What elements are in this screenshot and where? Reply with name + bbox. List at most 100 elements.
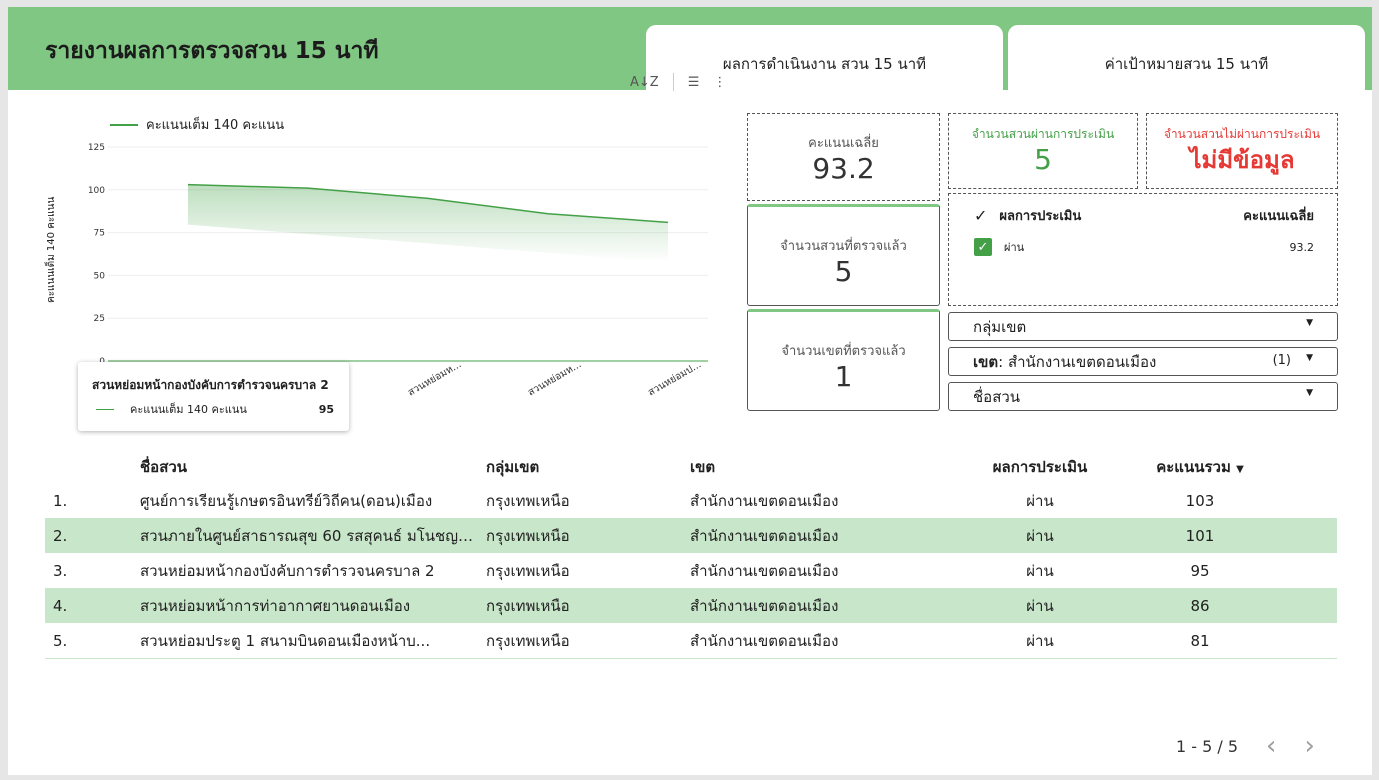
scorecard-failed-value: ไม่มีข้อมูล xyxy=(1189,146,1295,174)
scorecard-failed[interactable]: จำนวนสวนไม่ผ่านการประเมิน ไม่มีข้อมูล xyxy=(1146,113,1338,189)
filter-icon[interactable]: ☰ xyxy=(687,74,700,90)
row-result: ผ่าน xyxy=(1026,526,1054,545)
result-row-value: 93.2 xyxy=(1289,240,1315,254)
tooltip-title: สวนหย่อมหน้ากองบังคับการตำรวจนครบาล 2 xyxy=(92,378,329,392)
legend-label: คะแนนเต็ม 140 คะแนน xyxy=(146,118,285,133)
tooltip-row: คะแนนเต็ม 140 คะแนน 95 xyxy=(96,400,334,418)
result-summary-header: ✓ ผลการประเมิน คะแนนเฉลี่ย xyxy=(974,205,1314,226)
filter-district-count: (1) xyxy=(1272,353,1291,368)
col-header-score[interactable]: คะแนนรวม ▼ xyxy=(1120,455,1280,479)
scorecard-parks-label: จำนวนสวนที่ตรวจแล้ว xyxy=(780,239,907,254)
chart-legend[interactable]: คะแนนเต็ม 140 คะแนน xyxy=(110,114,284,135)
filter-district-group[interactable]: กลุ่มเขต ▼ xyxy=(948,312,1338,341)
tooltip-label: คะแนนเต็ม 140 คะแนน xyxy=(130,403,247,416)
tab-performance[interactable]: ผลการดำเนินงาน สวน 15 นาที xyxy=(646,25,1003,90)
data-point[interactable] xyxy=(666,220,670,224)
data-point[interactable] xyxy=(186,183,190,187)
table-row[interactable]: 4. สวนหย่อมหน้าการท่าอากาศยานดอนเมือง กร… xyxy=(45,588,1337,623)
row-park-name: สวนหย่อมประตู 1 สนามบินดอนเมืองหน้าบ... xyxy=(140,631,431,650)
area-chart[interactable]: 0255075100125สวนหย่อมห...สวนหย่อมห...สวน… xyxy=(68,137,728,437)
scorecard-districts-checked[interactable]: จำนวนเขตที่ตรวจแล้ว 1 xyxy=(747,309,940,411)
table-bottom-border xyxy=(45,658,1337,659)
series-line[interactable] xyxy=(187,183,669,224)
y-tick-label: 75 xyxy=(94,229,105,239)
result-summary-row[interactable]: ✓ ผ่าน 93.2 xyxy=(974,238,1314,256)
row-index: 3. xyxy=(53,561,68,580)
pagination: 1 - 5 / 5 ‹ › xyxy=(1176,731,1315,761)
scorecard-parks-checked[interactable]: จำนวนสวนที่ตรวจแล้ว 5 xyxy=(747,204,940,306)
average-col-header: คะแนนเฉลี่ย xyxy=(1243,209,1314,224)
more-vert-icon[interactable]: ⋮ xyxy=(713,74,727,90)
scorecard-districts-value: 1 xyxy=(834,360,853,393)
row-index: 2. xyxy=(53,526,68,545)
table-row[interactable]: 5. สวนหย่อมประตู 1 สนามบินดอนเมืองหน้าบ.… xyxy=(45,623,1337,658)
row-group: กรุงเทพเหนือ xyxy=(486,526,570,545)
chevron-left-icon[interactable]: ‹ xyxy=(1266,731,1277,761)
y-axis-label: คะแนนเต็ม 140 คะแนน xyxy=(46,196,57,303)
table-row[interactable]: 1. ศูนย์การเรียนรู้เกษตรอินทรีย์วิถีคน(ด… xyxy=(45,483,1337,518)
data-point[interactable] xyxy=(306,186,310,190)
filter-park-name[interactable]: ชื่อสวน ▼ xyxy=(948,382,1338,411)
row-result: ผ่าน xyxy=(1026,491,1054,510)
row-park-name: สวนหย่อมหน้าการท่าอากาศยานดอนเมือง xyxy=(140,596,411,615)
row-score: 86 xyxy=(1190,596,1210,615)
scorecard-parks-value: 5 xyxy=(834,255,853,288)
row-index: 5. xyxy=(53,631,68,650)
col-header-group[interactable]: กลุ่มเขต xyxy=(486,458,540,476)
result-col-header: ผลการประเมิน xyxy=(999,209,1082,224)
sort-az-icon[interactable]: A↓Z xyxy=(630,74,659,90)
data-point[interactable] xyxy=(546,212,550,216)
row-score: 81 xyxy=(1190,631,1210,650)
chart-toolbar: A↓Z ☰ ⋮ xyxy=(630,71,726,93)
row-index: 1. xyxy=(53,491,68,510)
row-park-name: ศูนย์การเรียนรู้เกษตรอินทรีย์วิถีคน(ดอน)… xyxy=(140,491,433,510)
sort-desc-icon: ▼ xyxy=(1236,464,1244,475)
tooltip-line-icon xyxy=(96,408,114,410)
y-tick-label: 50 xyxy=(94,271,106,281)
scorecard-districts-label: จำนวนเขตที่ตรวจแล้ว xyxy=(781,344,906,359)
chevron-right-icon[interactable]: › xyxy=(1304,731,1315,761)
x-tick-label: สวนหย่อมห... xyxy=(526,359,583,398)
row-district: สำนักงานเขตดอนเมือง xyxy=(690,596,839,615)
col-header-park-name[interactable]: ชื่อสวน xyxy=(140,458,188,476)
row-park-name: สวนหย่อมหน้ากองบังคับการตำรวจนครบาล 2 xyxy=(140,561,435,580)
y-tick-label: 25 xyxy=(94,314,105,324)
toolbar-divider xyxy=(672,73,674,91)
table-row[interactable]: 3. สวนหย่อมหน้ากองบังคับการตำรวจนครบาล 2… xyxy=(45,553,1337,588)
pagination-label: 1 - 5 / 5 xyxy=(1176,736,1239,756)
row-score: 95 xyxy=(1190,561,1210,580)
row-score: 101 xyxy=(1185,526,1215,545)
row-group: กรุงเทพเหนือ xyxy=(486,561,570,580)
check-all-icon[interactable]: ✓ xyxy=(974,206,988,225)
chevron-down-icon: ▼ xyxy=(1306,318,1313,328)
scorecard-average-label: คะแนนเฉลี่ย xyxy=(808,136,879,151)
col-header-district[interactable]: เขต xyxy=(690,458,716,476)
result-summary-table: ✓ ผลการประเมิน คะแนนเฉลี่ย ✓ ผ่าน 93.2 xyxy=(948,193,1338,306)
row-result: ผ่าน xyxy=(1026,596,1054,615)
scorecard-passed-value: 5 xyxy=(1034,143,1052,176)
table-row[interactable]: 2. สวนภายในศูนย์สาธารณสุข 60 รสสุคนธ์ มโ… xyxy=(45,518,1337,553)
chevron-down-icon: ▼ xyxy=(1306,388,1313,398)
scorecard-average[interactable]: คะแนนเฉลี่ย 93.2 xyxy=(747,113,940,201)
row-district: สำนักงานเขตดอนเมือง xyxy=(690,526,839,545)
chevron-down-icon: ▼ xyxy=(1306,353,1313,363)
row-result: ผ่าน xyxy=(1026,561,1054,580)
data-point[interactable] xyxy=(426,196,430,200)
col-header-score-label: คะแนนรวม xyxy=(1156,458,1231,476)
row-group: กรุงเทพเหนือ xyxy=(486,596,570,615)
chart-tooltip: สวนหย่อมหน้ากองบังคับการตำรวจนครบาล 2 คะ… xyxy=(78,362,349,431)
tab-targets[interactable]: ค่าเป้าหมายสวน 15 นาที xyxy=(1008,25,1365,90)
series-area xyxy=(188,184,668,263)
page-title: รายงานผลการตรวจสวน 15 นาที xyxy=(45,38,379,64)
scorecard-passed[interactable]: จำนวนสวนผ่านการประเมิน 5 xyxy=(948,113,1138,189)
y-tick-label: 100 xyxy=(88,186,105,196)
row-score: 103 xyxy=(1185,491,1215,510)
x-tick-label: สวนหย่อมป... xyxy=(646,359,703,398)
result-row-label: ผ่าน xyxy=(1004,241,1025,254)
row-park-name: สวนภายในศูนย์สาธารณสุข 60 รสสุคนธ์ มโนชญ… xyxy=(140,526,484,545)
row-group: กรุงเทพเหนือ xyxy=(486,491,570,510)
col-header-result[interactable]: ผลการประเมิน xyxy=(992,458,1088,476)
row-district: สำนักงานเขตดอนเมือง xyxy=(690,561,839,580)
checkbox-checked-icon[interactable]: ✓ xyxy=(974,238,992,256)
filter-district[interactable]: เขต : สำนักงานเขตดอนเมือง (1) ▼ xyxy=(948,347,1338,376)
